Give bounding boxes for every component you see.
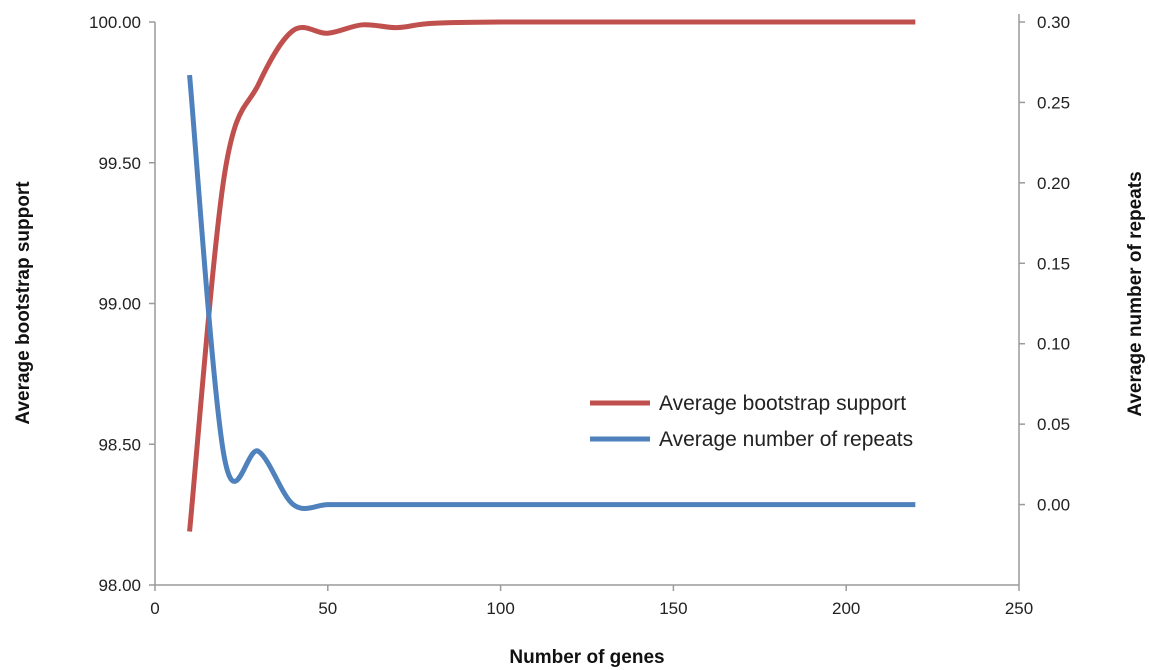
legend-label: Average number of repeats — [659, 428, 913, 451]
legend-label: Average bootstrap support — [659, 392, 906, 415]
series-line-number-of-repeats — [187, 74, 916, 511]
y-right-tick-label: 0.20 — [1037, 174, 1070, 193]
x-tick-label: 50 — [318, 599, 337, 618]
y-left-tick-label: 98.00 — [98, 576, 141, 595]
series-line-bootstrap-support — [187, 19, 916, 532]
y-left-tick-label: 98.50 — [98, 435, 141, 454]
y-axis-right-title: Average number of repeats — [1125, 171, 1146, 416]
x-tick-label: 200 — [832, 599, 860, 618]
series-layer — [187, 19, 916, 532]
y-right-tick-label: 0.05 — [1037, 415, 1070, 434]
x-tick-label: 150 — [659, 599, 687, 618]
axes: 0 50 100 150 200 250 98.00 98.50 99.00 99.50 100.0… — [89, 13, 1070, 618]
x-tick-label: 100 — [486, 599, 514, 618]
y-right-tick-label: 0.30 — [1037, 13, 1070, 32]
x-axis-title: Number of genes — [509, 647, 664, 668]
y-left-tick-label: 99.00 — [98, 295, 141, 314]
x-tick-label: 0 — [150, 599, 159, 618]
x-tick-label: 250 — [1005, 599, 1033, 618]
y-left-tick-label: 100.00 — [89, 13, 141, 32]
y-right-tick-label: 0.15 — [1037, 254, 1070, 273]
y-right-tick-label: 0.25 — [1037, 93, 1070, 112]
y-axis-left-title: Average bootstrap support — [13, 181, 34, 425]
y-left-tick-label: 99.50 — [98, 154, 141, 173]
legend: Average bootstrap support Average number … — [590, 392, 913, 451]
y-right-tick-label: 0.10 — [1037, 335, 1070, 354]
y-right-tick-label: 0.00 — [1037, 496, 1070, 515]
